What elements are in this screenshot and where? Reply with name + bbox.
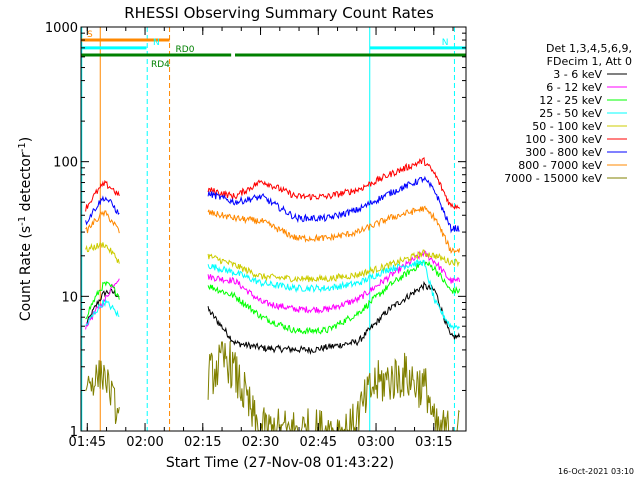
legend-label-8: 7000 - 15000 keV <box>504 172 602 185</box>
legend-label-4: 50 - 100 keV <box>532 120 602 133</box>
series-3-segment-b <box>207 258 460 331</box>
series-6-segment-b <box>207 175 460 234</box>
attenuator-state-bars: S N N RD4 RD0 <box>81 30 466 70</box>
y-axis-label-sup1: -1 <box>17 216 28 226</box>
attenuator-label-4: RD0 <box>176 45 195 55</box>
y-axis-label-main: Count Rate (s <box>18 226 34 321</box>
y-tick-label-0: 1 <box>70 425 78 440</box>
series-8-segment-a <box>85 360 120 424</box>
legend-label-3: 25 - 50 keV <box>539 107 602 120</box>
y-tick-label-2: 100 <box>53 156 78 171</box>
x-tick-label-6: 03:15 <box>415 435 452 450</box>
series-4 <box>85 241 460 283</box>
attenuator-label-2: N <box>442 38 449 48</box>
series-2-segment-b <box>207 260 461 335</box>
legend-label-1: 6 - 12 keV <box>546 81 602 94</box>
series-2-segment-a <box>85 281 120 320</box>
legend-label-5: 100 - 300 keV <box>525 133 602 146</box>
x-tick-label-4: 02:45 <box>300 435 337 450</box>
series-4-segment-b <box>207 249 460 283</box>
series-6-segment-a <box>85 195 120 226</box>
series-7-segment-b <box>207 205 461 254</box>
series-3-segment-a <box>85 298 120 327</box>
attenuator-label-1: N <box>153 38 160 48</box>
chart-title: RHESSI Observing Summary Count Rates <box>124 4 434 22</box>
x-tick-label-0: 01:45 <box>69 435 106 450</box>
count-rate-series <box>85 156 461 431</box>
y-axis: 1 10 100 1000 <box>45 21 466 440</box>
attenuator-label-3: RD4 <box>151 60 170 70</box>
y-axis-label-mid: detector <box>18 152 34 216</box>
series-7 <box>85 205 461 254</box>
y-axis-label-sup2: -1 <box>17 142 28 152</box>
legend-label-0: 3 - 6 keV <box>553 68 602 81</box>
y-axis-label: Count Rate (s-1 detector-1) <box>17 137 34 321</box>
x-tick-label-3: 02:30 <box>242 435 279 450</box>
legend: Det 1,3,4,5,6,9,FDecim 1, Att 03 - 6 keV… <box>504 42 632 185</box>
x-tick-label-2: 02:15 <box>184 435 221 450</box>
series-5-segment-a <box>85 179 120 212</box>
series-4-segment-a <box>85 241 120 264</box>
legend-header-1: FDecim 1, Att 0 <box>547 55 632 68</box>
y-tick-label-1: 10 <box>61 290 78 305</box>
y-axis-label-end: ) <box>18 137 34 142</box>
series-7-segment-a <box>85 210 120 234</box>
series-2 <box>85 260 461 335</box>
legend-header-0: Det 1,3,4,5,6,9, <box>546 42 632 55</box>
x-tick-label-1: 02:00 <box>126 435 163 450</box>
series-5 <box>85 156 461 212</box>
attenuator-label-0: S <box>87 30 93 40</box>
series-0-segment-b <box>207 280 461 356</box>
series-6 <box>85 175 460 234</box>
plot-frame <box>80 26 467 432</box>
y-tick-label-3: 1000 <box>45 21 78 36</box>
legend-label-6: 300 - 800 keV <box>525 146 602 159</box>
legend-label-2: 12 - 25 keV <box>539 94 602 107</box>
x-tick-label-5: 03:00 <box>357 435 394 450</box>
legend-label-7: 800 - 7000 keV <box>518 159 602 172</box>
series-3 <box>85 258 460 331</box>
x-axis: 01:45 02:00 02:15 02:30 02:45 03:00 03:15 <box>69 27 454 450</box>
x-axis-label: Start Time (27-Nov-08 01:43:22) <box>166 455 394 471</box>
footer-timestamp: 16-Oct-2021 03:10 <box>558 467 634 476</box>
series-5-segment-b <box>207 156 461 210</box>
